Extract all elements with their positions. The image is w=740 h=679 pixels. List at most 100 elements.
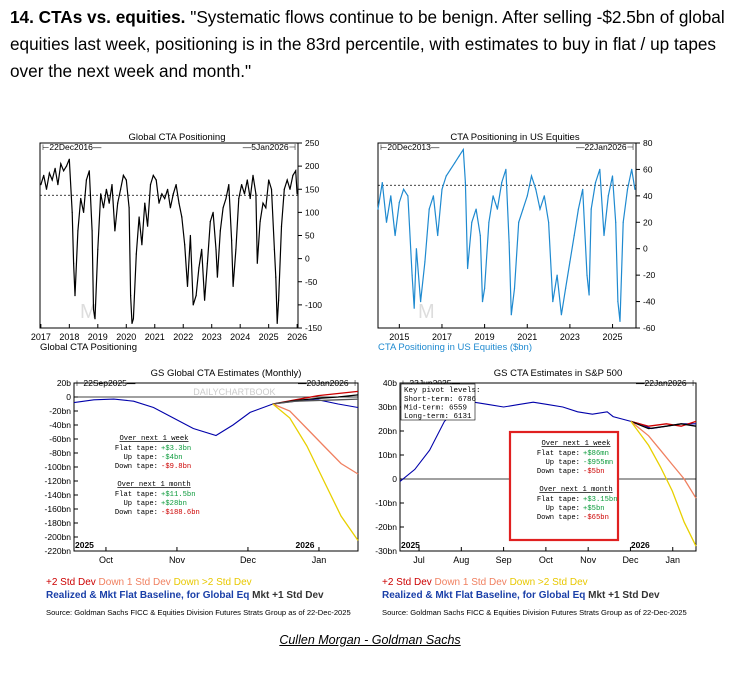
data-point [80, 197, 82, 200]
data-point [588, 294, 590, 296]
data-point [445, 175, 447, 177]
data-point [167, 188, 169, 190]
data-point [560, 314, 562, 316]
data-point [212, 211, 214, 213]
y-tick-label: 250 [305, 138, 319, 148]
data-point [68, 158, 70, 160]
chart-title: CTA Positioning in US Equities [450, 132, 579, 143]
week-header: Over next 1 week [119, 435, 188, 443]
data-point [522, 208, 524, 210]
month-row-label: Up tape: [545, 505, 580, 513]
data-point [273, 248, 275, 250]
data-point [120, 188, 122, 190]
gs-cta-estimates-sp500-chart: GS CTA Estimates in S&P 500 ⊢23Jun2025— —2… [375, 366, 698, 576]
data-point [232, 285, 234, 287]
data-point [92, 308, 95, 311]
data-point [238, 197, 240, 200]
y-tick-label: -180bn [45, 518, 72, 528]
y-tick-label: -20 [643, 270, 656, 280]
pivot-level-row: Mid-term: 6559 [404, 405, 467, 413]
data-point [539, 208, 541, 210]
data-point [501, 182, 503, 184]
y-tick-label: -40bn [49, 420, 71, 430]
data-point [172, 193, 174, 195]
data-point [186, 285, 189, 287]
data-point [138, 216, 140, 218]
data-point [548, 221, 550, 223]
data-point [65, 165, 68, 167]
data-point [535, 188, 537, 190]
y-tick-label: 50 [305, 231, 315, 241]
data-point [488, 221, 490, 223]
data-point [85, 179, 87, 181]
month-row-value: +$28bn [161, 500, 187, 508]
x-tick-label: Dec [622, 555, 639, 565]
gs-global-cta-estimates-chart: GS Global CTA Estimates (Monthly) ⊢22Sep2… [40, 366, 360, 576]
data-point [252, 174, 254, 176]
y-tick-label: -140bn [45, 490, 72, 500]
y-tick-label: -20bn [49, 406, 71, 416]
month-row-label: Down tape: [115, 509, 158, 517]
range-start-label: ⊢22Sep2025— [76, 378, 136, 388]
credit-link[interactable]: Cullen Morgan - Goldman Sachs [279, 633, 461, 647]
week-row-label: Down tape: [537, 468, 580, 476]
week-row-value: -$4bn [161, 454, 183, 462]
month-row-label: Flat tape: [115, 491, 158, 499]
y-tick-label: 40b [383, 378, 397, 388]
data-point [437, 234, 439, 237]
legend-left: +2 Std Dev Down 1 Std Dev Down >2 Std De… [46, 576, 324, 602]
data-point [209, 221, 211, 223]
watermark-mark: M [418, 301, 435, 323]
x-tick-label: 2024 [230, 332, 250, 342]
range-end-label: —22Jan2026⊣ [636, 378, 695, 388]
data-point [407, 195, 409, 197]
data-point [255, 193, 257, 195]
data-point [484, 287, 486, 289]
data-point [428, 208, 430, 210]
series-line [272, 403, 359, 475]
data-point [77, 230, 79, 232]
year-label-start: 2025 [75, 540, 94, 550]
y-tick-label: -150 [305, 323, 322, 333]
data-point [63, 170, 65, 172]
data-point [449, 168, 452, 170]
y-tick-label: -120bn [45, 476, 72, 486]
x-tick-label: 2017 [31, 332, 51, 342]
x-tick-label: Nov [169, 555, 186, 565]
data-point [43, 174, 45, 176]
y-tick-label: -50 [305, 277, 318, 287]
year-label-end: 2026 [631, 540, 650, 550]
data-point [295, 170, 297, 172]
data-point [441, 188, 443, 190]
data-point [411, 274, 413, 276]
data-point [178, 202, 180, 204]
data-point [135, 253, 137, 255]
data-point [377, 208, 379, 210]
y-tick-label: 200 [305, 161, 319, 171]
data-point [108, 202, 110, 204]
x-tick-label: 2023 [202, 332, 222, 342]
x-tick-label: Jan [665, 555, 680, 565]
data-point [122, 174, 124, 176]
data-point [577, 208, 579, 210]
data-point [626, 188, 629, 190]
data-point [543, 195, 545, 197]
series-line [630, 421, 697, 547]
month-row-label: Flat tape: [537, 496, 580, 504]
data-point [100, 193, 102, 195]
source-right: Source: Goldman Sachs FICC & Equities Di… [382, 608, 687, 617]
x-tick-label: 2018 [59, 332, 79, 342]
data-point [73, 262, 75, 264]
data-point [241, 184, 243, 186]
data-point [464, 182, 466, 184]
x-tick-label: 2026 [287, 332, 307, 342]
week-row-label: Down tape: [115, 463, 158, 471]
data-point [475, 208, 477, 210]
week-row-label: Flat tape: [537, 450, 580, 458]
legend-entry: +2 Std Dev [382, 577, 435, 588]
pivot-level-row: Short-term: 6786 [404, 396, 477, 404]
range-start-label: ⊢20Dec2013— [380, 142, 440, 152]
x-tick-label: 2021 [145, 332, 165, 342]
data-point [262, 202, 264, 204]
